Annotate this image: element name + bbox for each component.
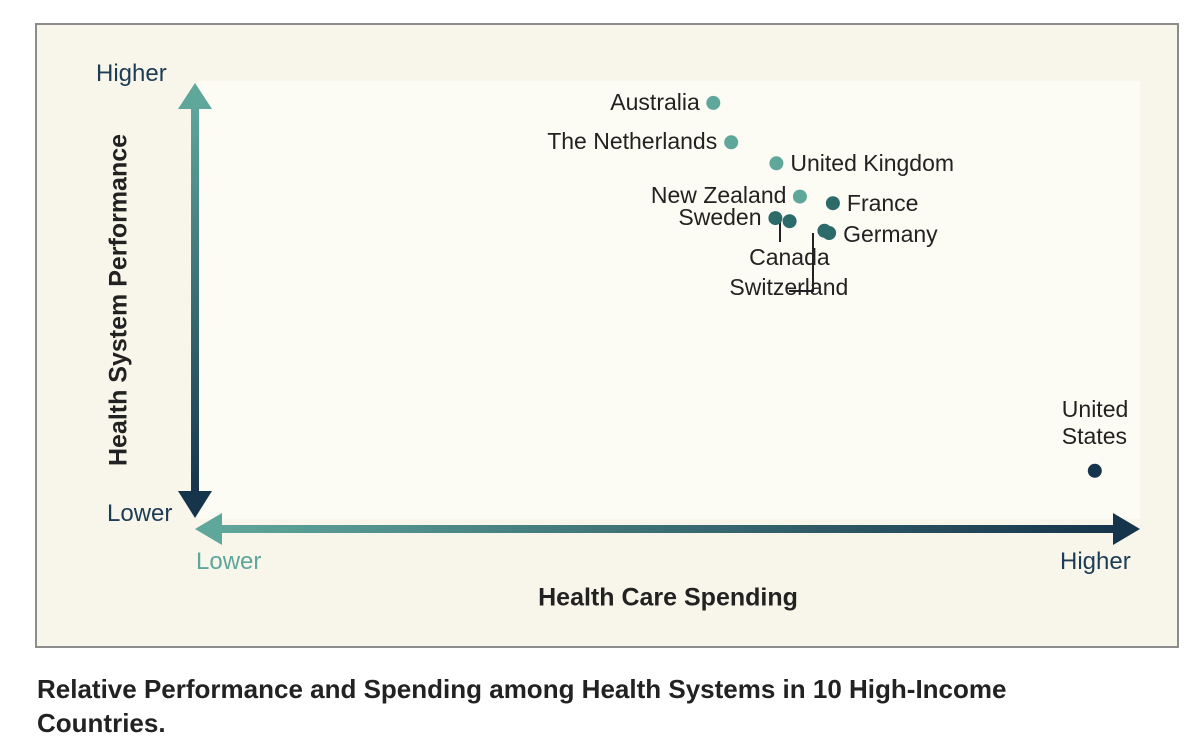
- x-axis-high-label: Higher: [1060, 548, 1131, 575]
- points-layer: [706, 95, 1102, 478]
- point-label-switzerland: Switzerland: [729, 274, 849, 301]
- point-switzerland: [817, 223, 832, 238]
- x-axis-title: Health Care Spending: [538, 583, 798, 612]
- point-label-germany: Germany: [843, 220, 938, 247]
- point-france: [825, 196, 840, 211]
- x-axis-arrow: [195, 513, 1140, 545]
- y-axis-title: Health System Performance: [104, 133, 133, 467]
- point-label-united-states: United States: [1061, 395, 1129, 449]
- plot-area: [198, 81, 1140, 519]
- point-label-canada: Canada: [749, 243, 830, 270]
- chart-title: Relative Performance and Spending among …: [37, 674, 1007, 738]
- point-united-kingdom: [769, 156, 784, 171]
- y-axis-arrow: [178, 83, 212, 518]
- x-axis-low-label: Lower: [196, 548, 262, 575]
- point-label-france: France: [846, 189, 919, 216]
- point-the-netherlands: [724, 135, 739, 150]
- point-label-the-netherlands: The Netherlands: [547, 127, 718, 154]
- y-axis-high-label: Higher: [96, 60, 167, 87]
- switzerland-leader-line: [789, 233, 814, 292]
- point-new-zealand: [792, 189, 807, 204]
- point-united-states: [1087, 463, 1102, 478]
- point-canada: [782, 214, 797, 229]
- point-australia: [706, 95, 721, 110]
- point-label-sweden: Sweden: [678, 203, 762, 230]
- y-axis-low-label: Lower: [107, 500, 173, 527]
- point-sweden: [768, 211, 783, 226]
- point-label-australia: Australia: [610, 89, 700, 116]
- leader-lines: [779, 221, 814, 292]
- point-label-united-kingdom: United Kingdom: [790, 149, 955, 176]
- point-label-new-zealand: New Zealand: [650, 182, 787, 209]
